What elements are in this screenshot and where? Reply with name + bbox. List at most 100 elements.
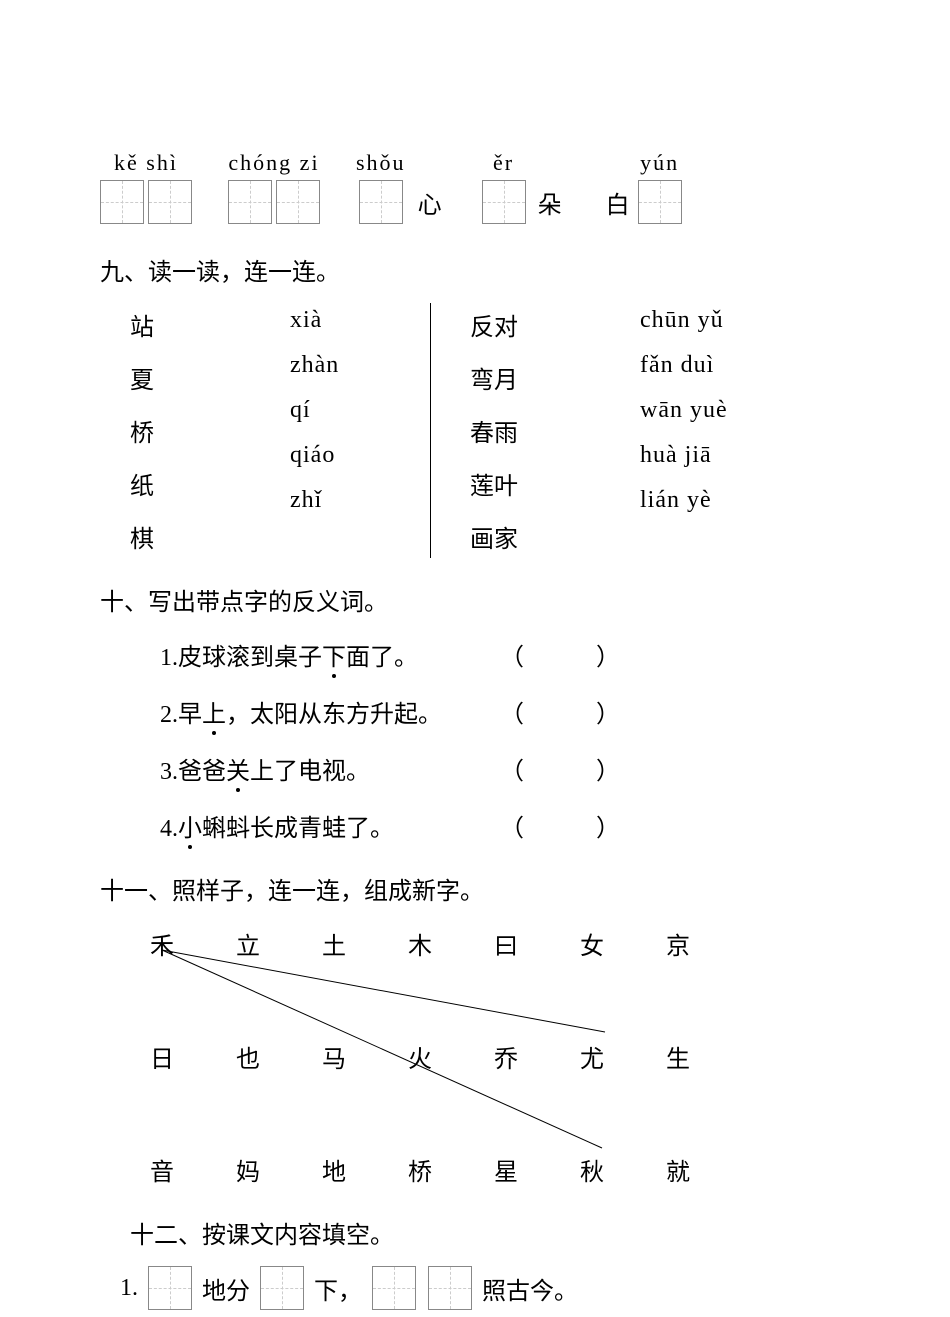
char: 木 — [408, 926, 432, 961]
num: 3. — [160, 759, 178, 785]
match-right-pinyin: chūn yǔ fǎn duì wān yuè huà jiā lián yè — [640, 307, 790, 554]
tian-box[interactable] — [148, 180, 192, 224]
text: 照古今。 — [482, 1271, 578, 1306]
tian-box[interactable] — [638, 180, 682, 224]
list-item: 桥 — [130, 413, 290, 448]
list-item: 棋 — [130, 519, 290, 554]
char: 立 — [236, 926, 260, 961]
pinyin-group-chongzi: chóng zi — [228, 150, 320, 224]
tian-box[interactable] — [276, 180, 320, 224]
answer-blank[interactable]: （ ） — [500, 751, 620, 786]
section-10-list: 1.皮球滚到桌子下面了。 （ ） 2.早上，太阳从东方升起。 （ ） 3.爸爸关… — [160, 637, 820, 843]
pinyin-label: chóng zi — [228, 150, 319, 176]
dotted-char: 下 — [322, 637, 346, 672]
sentence: 3.爸爸关上了电视。 — [160, 751, 500, 786]
list-item: 弯月 — [470, 360, 640, 395]
dotted-char: 小 — [178, 808, 202, 843]
tian-box[interactable] — [228, 180, 272, 224]
answer-blank[interactable]: （ ） — [500, 637, 620, 672]
sentence: 2.早上，太阳从东方升起。 — [160, 694, 500, 729]
text-after: 蝌蚪长成青蛙了。 — [202, 816, 394, 842]
char: 星 — [494, 1152, 518, 1187]
compose-row-1: 禾 立 土 木 曰 女 京 — [150, 926, 820, 961]
pinyin-label: ěr — [493, 150, 514, 176]
num: 2. — [160, 702, 178, 728]
antonym-row: 3.爸爸关上了电视。 （ ） — [160, 751, 820, 786]
text: 地分 — [202, 1271, 250, 1306]
tian-box[interactable] — [260, 1266, 304, 1310]
tian-box[interactable] — [372, 1266, 416, 1310]
list-item: wān yuè — [640, 397, 790, 424]
list-item: zhǐ — [290, 487, 430, 514]
text-before: 爸爸 — [178, 759, 226, 785]
section-9-match: 站 夏 桥 纸 棋 xià zhàn qí qiáo zhǐ 反对 弯月 春雨 … — [130, 307, 820, 554]
list-item: fǎn duì — [640, 352, 790, 379]
answer-blank[interactable]: （ ） — [500, 808, 620, 843]
pinyin-label: kě shì — [114, 150, 178, 176]
list-item: 画家 — [470, 519, 640, 554]
pinyin-group-keshi: kě shì — [100, 150, 192, 224]
list-item: huà jiā — [640, 442, 790, 469]
tian-box[interactable] — [359, 180, 403, 224]
char: 禾 — [150, 926, 174, 961]
section-9-heading: 九、读一读，连一连。 — [100, 252, 850, 287]
char: 秋 — [580, 1152, 604, 1187]
list-item: qí — [290, 397, 430, 424]
char: 音 — [150, 1152, 174, 1187]
pinyin-group-er: ěr — [482, 150, 526, 224]
char: 尤 — [580, 1039, 604, 1074]
section-12: 十二、按课文内容填空。 1. 地分 下， 照古今。 — [130, 1215, 850, 1310]
char: 生 — [666, 1039, 690, 1074]
num: 1. — [120, 1275, 138, 1302]
text-after: 面了。 — [346, 645, 418, 671]
char: 女 — [580, 926, 604, 961]
pinyin-group-yun: yún — [638, 150, 682, 224]
match-left-pinyin: xià zhàn qí qiáo zhǐ — [290, 307, 430, 554]
char: 乔 — [494, 1039, 518, 1074]
section-11-heading: 十一、照样子，连一连，组成新字。 — [100, 871, 850, 906]
list-item: 反对 — [470, 307, 640, 342]
list-item: 站 — [130, 307, 290, 342]
antonym-row: 4.小蝌蚪长成青蛙了。 （ ） — [160, 808, 820, 843]
char: 妈 — [236, 1152, 260, 1187]
list-item: 夏 — [130, 360, 290, 395]
tian-box[interactable] — [148, 1266, 192, 1310]
antonym-row: 2.早上，太阳从东方升起。 （ ） — [160, 694, 820, 729]
answer-blank[interactable]: （ ） — [500, 694, 620, 729]
char: 马 — [322, 1039, 346, 1074]
write-boxes — [638, 180, 682, 224]
list-item: chūn yǔ — [640, 307, 790, 334]
sentence: 1.皮球滚到桌子下面了。 — [160, 637, 500, 672]
match-right-words: 反对 弯月 春雨 莲叶 画家 — [470, 307, 640, 554]
section-12-heading: 十二、按课文内容填空。 — [130, 1215, 850, 1250]
char: 也 — [236, 1039, 260, 1074]
dotted-char: 上 — [202, 694, 226, 729]
char: 就 — [666, 1152, 690, 1187]
list-item: lián yè — [640, 487, 790, 514]
sentence: 4.小蝌蚪长成青蛙了。 — [160, 808, 500, 843]
compose-row-3: 音 妈 地 桥 星 秋 就 — [150, 1152, 820, 1187]
list-item: xià — [290, 307, 430, 334]
tian-box[interactable] — [428, 1266, 472, 1310]
fill-line-1: 1. 地分 下， 照古今。 — [120, 1266, 850, 1310]
text: 下， — [314, 1271, 362, 1306]
pinyin-group-shou: shǒu — [356, 150, 406, 224]
num: 1. — [160, 645, 178, 671]
write-boxes — [482, 180, 526, 224]
list-item: 莲叶 — [470, 466, 640, 501]
section-10-heading: 十、写出带点字的反义词。 — [100, 582, 850, 617]
suffix-char: 朵 — [534, 180, 566, 224]
list-item: 春雨 — [470, 413, 640, 448]
compose-row-2: 日 也 马 火 乔 尤 生 — [150, 1039, 820, 1074]
char: 桥 — [408, 1152, 432, 1187]
divider-line — [430, 303, 431, 558]
list-item: 纸 — [130, 466, 290, 501]
text-after: 上了电视。 — [250, 759, 370, 785]
char: 火 — [408, 1039, 432, 1074]
pinyin-label: shǒu — [356, 150, 406, 176]
tian-box[interactable] — [100, 180, 144, 224]
write-boxes — [100, 180, 192, 224]
list-item: qiáo — [290, 442, 430, 469]
tian-box[interactable] — [482, 180, 526, 224]
pinyin-write-row: kě shì chóng zi shǒu 心 ěr 朵 白 yún — [100, 150, 850, 224]
